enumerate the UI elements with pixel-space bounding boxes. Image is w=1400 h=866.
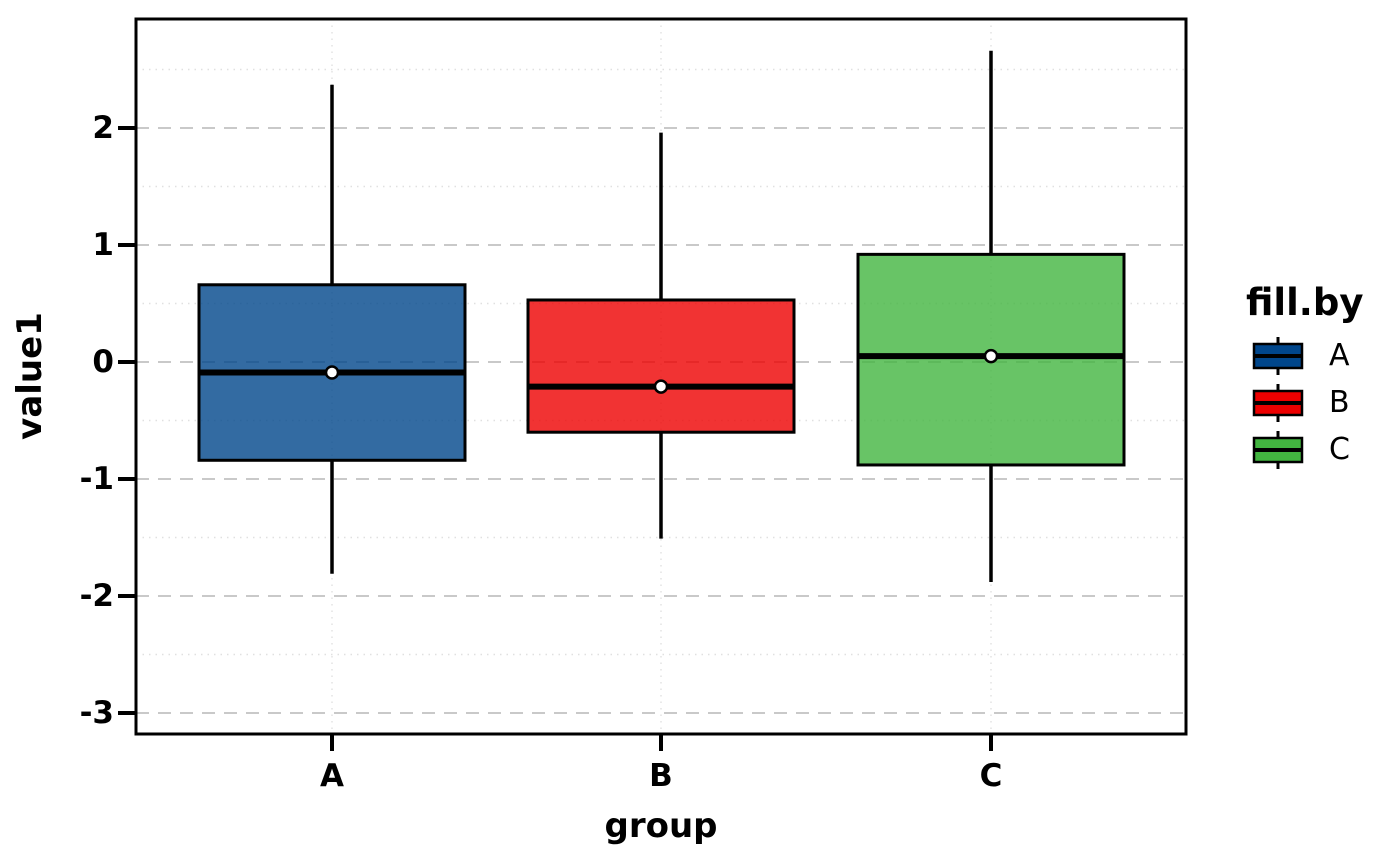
box-B [526,298,796,434]
legend-item: A [1252,337,1363,375]
y-tick-label: -1 [80,461,114,497]
y-tick-label: 0 [92,344,114,380]
x-axis-title: group [604,806,718,846]
legend-key-icon [1252,337,1304,375]
y-tick-label: 1 [92,227,114,263]
y-tick-label: 2 [92,110,114,146]
x-tick-label: A [320,758,344,794]
legend-item: C [1252,431,1363,469]
legend-title: fill.by [1246,281,1364,324]
y-axis-title: value1 [10,312,50,440]
y-tick-label: -2 [80,578,114,614]
legend-key-icon [1252,384,1304,422]
x-tick-label: B [649,758,673,794]
legend-item-label: A [1329,338,1350,373]
legend-key-icon [1252,431,1304,469]
legend-item-label: C [1329,432,1350,467]
legend-item-label: B [1329,385,1350,420]
legend-item: B [1252,384,1363,422]
mean-point-B [653,379,669,394]
mean-point-A [324,365,340,380]
x-tick-label: C [980,758,1003,794]
mean-point-C [983,348,999,364]
y-tick-label: -3 [80,695,114,731]
